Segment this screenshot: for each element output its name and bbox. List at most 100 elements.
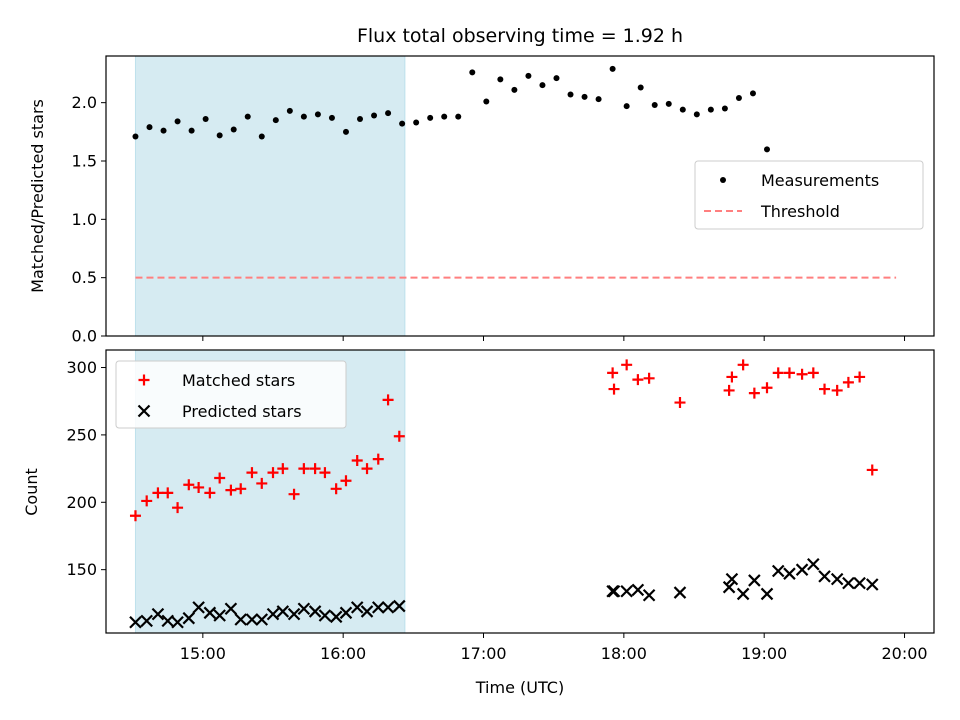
measurement-point xyxy=(314,111,321,118)
predicted-star-point xyxy=(234,613,248,626)
matched-star-point xyxy=(783,367,795,379)
matched-star-point xyxy=(277,463,289,475)
measurement-point xyxy=(230,126,237,133)
legend-entry-label: Matched stars xyxy=(182,371,295,390)
predicted-star-point xyxy=(276,605,290,618)
measurement-point xyxy=(427,114,434,121)
matched-star-point xyxy=(141,495,153,507)
measurement-point xyxy=(132,133,139,140)
matched-star-point xyxy=(632,374,644,386)
matched-star-point xyxy=(723,384,735,396)
predicted-star-point xyxy=(393,599,406,613)
measurement-point xyxy=(511,86,518,93)
matched-star-point xyxy=(748,387,760,399)
measurement-point xyxy=(216,132,223,139)
measurement-point xyxy=(202,116,209,122)
measurement-point xyxy=(679,106,686,113)
y-tick-label: 1.5 xyxy=(72,152,97,171)
matched-star-point xyxy=(854,371,866,383)
measurement-point xyxy=(525,72,532,79)
predicted-star-point xyxy=(192,601,205,614)
matched-star-point xyxy=(842,376,854,388)
x-axis-label: Time (UTC) xyxy=(475,678,564,697)
matched-star-point xyxy=(643,372,655,384)
y-tick-label: 2.0 xyxy=(72,93,97,112)
measurement-point xyxy=(188,127,195,134)
predicted-star-point xyxy=(620,584,633,598)
measurement-point xyxy=(497,76,504,83)
measurement-point xyxy=(272,117,279,124)
predicted-star-point xyxy=(642,588,656,602)
predicted-star-point xyxy=(360,605,374,618)
y-tick-label: 200 xyxy=(66,493,97,512)
predicted-star-point xyxy=(255,613,269,626)
predicted-star-point xyxy=(783,567,796,580)
measurement-point xyxy=(385,110,392,117)
legend-measurement-swatch xyxy=(720,177,726,183)
matched-star-point xyxy=(152,487,164,499)
legend-entry-label: Threshold xyxy=(760,202,840,221)
predicted-star-point xyxy=(830,572,844,586)
measurement-point xyxy=(342,128,349,135)
matched-star-point xyxy=(608,383,620,395)
measurement-point xyxy=(609,65,616,72)
measurement-point xyxy=(665,100,672,107)
panel-count-frame xyxy=(105,349,935,634)
matched-star-point xyxy=(737,359,749,371)
predicted-star-point xyxy=(151,607,165,621)
matched-star-point xyxy=(183,479,195,491)
measurement-point xyxy=(146,124,153,131)
measurement-point xyxy=(763,146,770,153)
x-tick-label: 16:00 xyxy=(320,644,366,663)
matched-star-point xyxy=(172,502,184,514)
predicted-star-point xyxy=(865,578,879,591)
panel-ratio: Matched/Predicted stars 0.0 0.5 1.0 1.5 2.0 M… xyxy=(28,55,935,346)
matched-star-point xyxy=(129,510,141,522)
measurement-point xyxy=(567,91,574,98)
matched-star-point xyxy=(225,484,237,496)
measurement-point xyxy=(286,107,293,114)
x-tick-label: 19:00 xyxy=(741,644,787,663)
predicted-star-point xyxy=(329,610,343,624)
matched-star-point xyxy=(772,367,784,379)
predicted-star-point xyxy=(213,609,226,622)
predicted-star-point xyxy=(129,615,142,629)
measurement-point xyxy=(651,102,658,108)
matched-star-point xyxy=(319,467,331,479)
predicted-star-point xyxy=(297,602,311,616)
predicted-star-point xyxy=(748,574,761,587)
matched-star-point xyxy=(726,371,738,383)
predicted-star-point xyxy=(350,601,364,614)
predicted-star-point xyxy=(318,609,332,622)
legend-entry-label: Predicted stars xyxy=(182,402,302,421)
legend-entry-label: Measurements xyxy=(761,171,879,190)
matched-star-point xyxy=(807,367,819,379)
predicted-star-point xyxy=(203,606,217,620)
matched-star-point xyxy=(819,383,831,395)
matched-star-point xyxy=(831,384,843,396)
predicted-star-point xyxy=(607,584,621,598)
measurement-point xyxy=(707,106,714,113)
predicted-star-point xyxy=(224,602,238,616)
chart-title: Flux total observing time = 1.92 h xyxy=(357,25,683,47)
x-tick-label: 15:00 xyxy=(180,644,226,663)
legend-box xyxy=(694,160,924,230)
x-tick-label: 18:00 xyxy=(601,644,647,663)
matched-star-point xyxy=(674,397,686,409)
matched-star-point xyxy=(621,359,633,371)
measurement-point xyxy=(539,82,546,89)
measurement-point xyxy=(328,114,335,121)
matched-star-point xyxy=(298,463,310,475)
measurement-point xyxy=(581,93,588,100)
measurement-point xyxy=(595,96,602,103)
measurement-point xyxy=(258,133,265,140)
legend-predicted-swatch xyxy=(137,404,151,418)
y-tick-label: 300 xyxy=(66,358,97,377)
measurement-point xyxy=(244,113,251,120)
predicted-star-point xyxy=(381,601,395,614)
y-axis-label-ratio: Matched/Predicted stars xyxy=(28,99,47,293)
predicted-star-point xyxy=(339,606,353,620)
matched-star-point xyxy=(288,488,300,500)
y-axis-label-count: Count xyxy=(22,468,41,516)
measurement-point xyxy=(735,95,742,101)
